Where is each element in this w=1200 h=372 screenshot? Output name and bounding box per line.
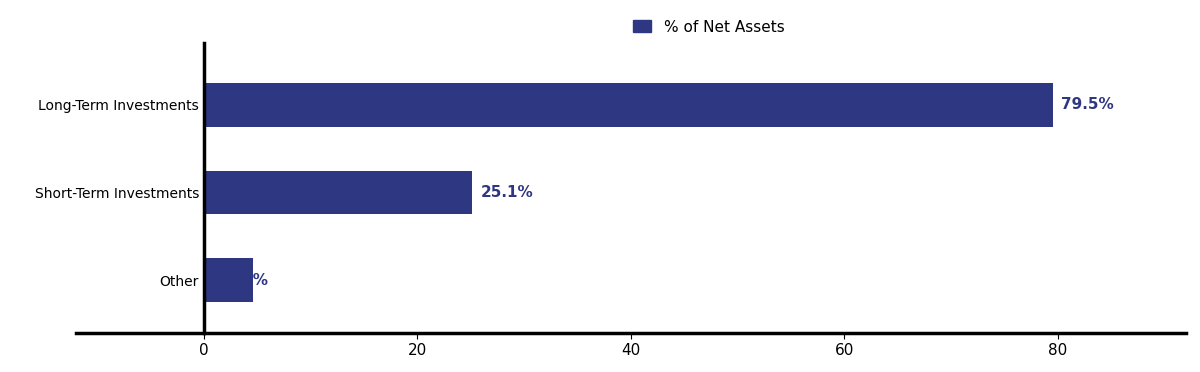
Bar bbox=[204, 83, 1052, 127]
Bar bbox=[204, 171, 472, 214]
Bar bbox=[204, 258, 253, 302]
Text: (4.6)%: (4.6)% bbox=[212, 273, 269, 288]
Text: 79.5%: 79.5% bbox=[1061, 97, 1114, 112]
Legend: % of Net Assets: % of Net Assets bbox=[626, 13, 791, 41]
Text: 25.1%: 25.1% bbox=[480, 185, 533, 200]
